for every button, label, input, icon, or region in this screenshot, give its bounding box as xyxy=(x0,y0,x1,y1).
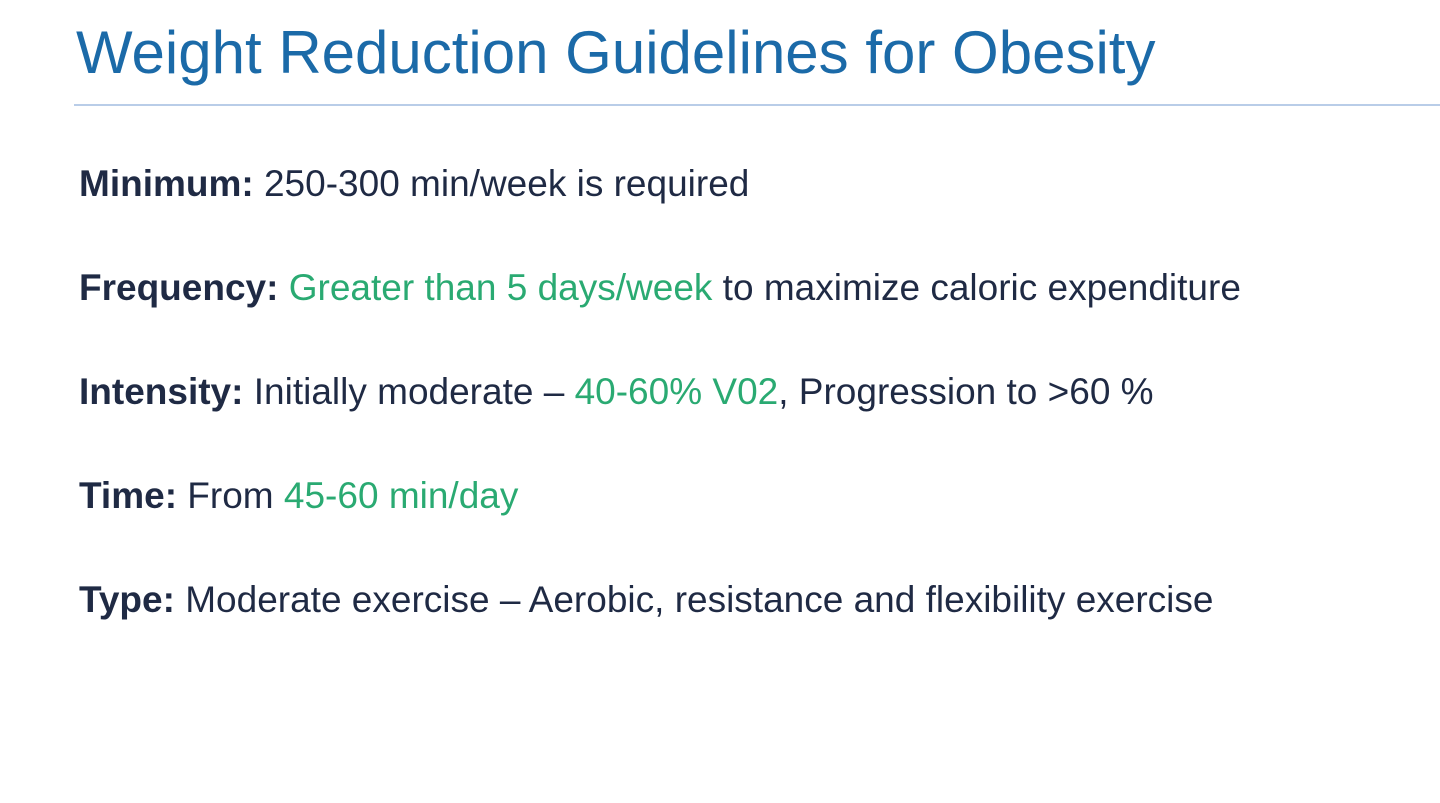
title-rule xyxy=(74,104,1440,106)
guideline-label: Minimum: xyxy=(79,163,254,204)
guideline: Minimum: 250-300 min/week is required xyxy=(79,152,1399,216)
guideline-text: , Progression to >60 % xyxy=(778,371,1154,412)
guideline-label: Intensity: xyxy=(79,371,244,412)
guideline-text: to maximize caloric expenditure xyxy=(712,267,1241,308)
guideline: Type: Moderate exercise – Aerobic, resis… xyxy=(79,568,1399,632)
guideline: Intensity: Initially moderate – 40-60% V… xyxy=(79,360,1399,424)
guideline-label: Frequency: xyxy=(79,267,279,308)
guideline-text: Initially moderate – xyxy=(243,371,575,412)
guideline-text xyxy=(278,267,288,308)
guideline: Time: From 45-60 min/day xyxy=(79,464,1399,528)
guideline-list: Minimum: 250-300 min/week is required Fre… xyxy=(79,152,1399,672)
highlighted-text: 40-60% V02 xyxy=(574,371,779,412)
guideline-text: 250-300 min/week is required xyxy=(253,163,750,204)
guideline: Frequency: Greater than 5 days/week to m… xyxy=(79,256,1399,320)
highlighted-text: 45-60 min/day xyxy=(283,475,519,516)
guideline-text: Moderate exercise – Aerobic, resistance … xyxy=(174,579,1214,620)
slide-title: Weight Reduction Guidelines for Obesity xyxy=(76,19,1156,86)
highlighted-text: Greater than 5 days/week xyxy=(288,267,713,308)
guideline-text: From xyxy=(177,475,284,516)
guideline-label: Time: xyxy=(79,475,178,516)
guideline-label: Type: xyxy=(79,579,175,620)
